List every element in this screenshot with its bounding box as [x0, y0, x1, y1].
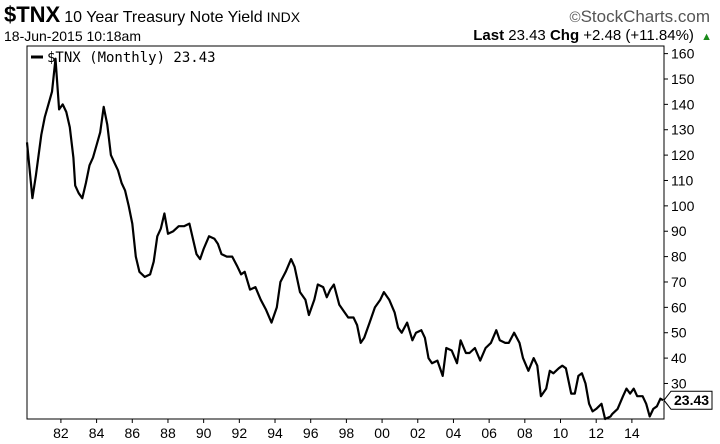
x-tick-label: 88	[160, 425, 176, 441]
x-tick-label: 92	[232, 425, 248, 441]
x-tick-label: 10	[553, 425, 569, 441]
x-tick-label: 86	[124, 425, 140, 441]
legend-label: $TNX (Monthly) 23.43	[47, 50, 216, 66]
y-tick-label: 70	[671, 274, 687, 290]
last-value: 23.43	[508, 27, 546, 44]
ticker-symbol: $TNX	[4, 2, 61, 27]
chart-date: 18-Jun-2015 10:18am	[4, 28, 141, 44]
quote-summary: Last 23.43 Chg +2.48 (+11.84%) ▲	[473, 27, 712, 44]
y-tick-label: 30	[671, 375, 687, 391]
y-tick-label: 90	[671, 223, 687, 239]
x-tick-label: 98	[339, 425, 355, 441]
x-tick-label: 02	[410, 425, 426, 441]
change-label: Chg	[549, 27, 580, 44]
brand-name: StockCharts.com	[580, 7, 710, 26]
x-tick-label: 96	[303, 425, 319, 441]
y-tick-label: 130	[671, 122, 695, 138]
x-tick-label: 90	[196, 425, 212, 441]
quote-row: 18-Jun-2015 10:18am Last 23.43 Chg +2.48…	[4, 27, 714, 45]
x-tick-label: 00	[374, 425, 390, 441]
y-tick-label: 50	[671, 325, 687, 341]
change-value: +2.48 (+11.84%)	[583, 27, 694, 44]
up-arrow-icon: ▲	[701, 31, 712, 43]
y-tick-label: 120	[671, 147, 695, 163]
x-tick-label: 94	[267, 425, 283, 441]
y-tick-label: 110	[671, 172, 694, 188]
security-name: 10 Year Treasury Note Yield	[64, 9, 263, 26]
y-tick-label: 160	[671, 46, 695, 62]
y-tick-label: 140	[671, 96, 695, 112]
x-tick-label: 84	[89, 425, 105, 441]
last-value-tag: 23.43	[663, 390, 713, 410]
plot-frame	[26, 45, 665, 420]
copyright-icon: ©	[569, 9, 581, 26]
last-value-tag-label: 23.43	[674, 392, 709, 408]
last-value-tag-box	[663, 390, 713, 410]
y-tick-label: 60	[671, 299, 687, 315]
last-label: Last	[473, 27, 505, 44]
y-tick-label: 150	[671, 71, 695, 87]
x-tick-label: 12	[588, 425, 604, 441]
exchange-label: INDX	[266, 9, 301, 25]
x-tick-label: 06	[481, 425, 497, 441]
brand-logo: ©StockCharts.com	[570, 7, 711, 27]
x-tick-label: 08	[517, 425, 533, 441]
x-tick-label: 04	[446, 425, 462, 441]
x-tick-label: 82	[53, 425, 69, 441]
y-tick-label: 80	[671, 249, 687, 265]
price-series-line	[25, 57, 664, 421]
y-tick-label: 100	[671, 198, 695, 214]
chart-header: $TNX 10 Year Treasury Note Yield INDX ©Sto…	[4, 2, 714, 28]
y-tick-label: 40	[671, 350, 687, 366]
x-tick-label: 14	[624, 425, 640, 441]
